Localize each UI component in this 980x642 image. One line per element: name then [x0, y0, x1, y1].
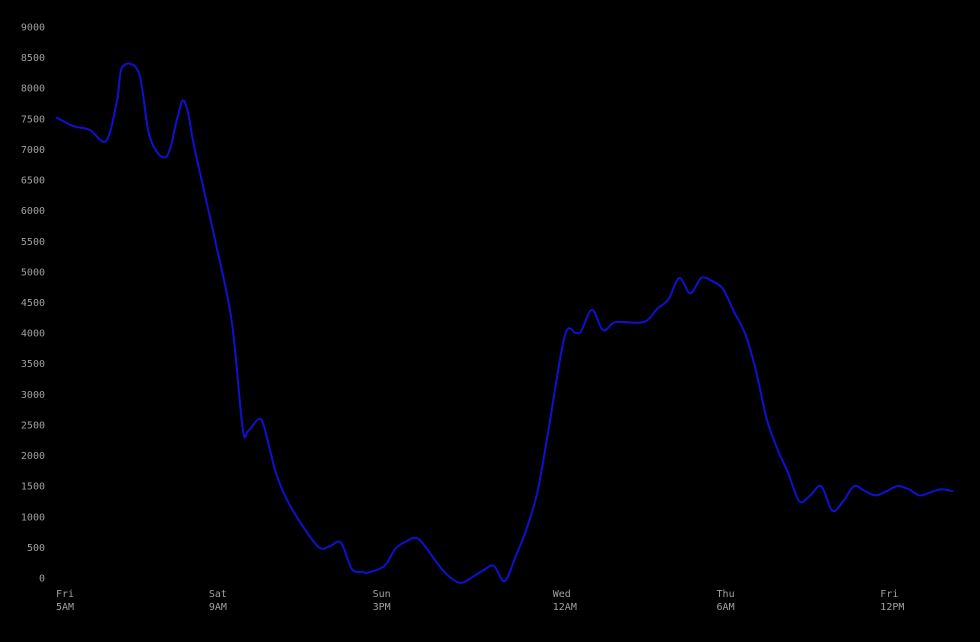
x-tick: Sat 9AM	[209, 589, 227, 613]
y-tick-label: 3500	[21, 359, 45, 370]
y-tick-label: 1500	[21, 482, 45, 493]
x-tick-day-label: Fri	[880, 589, 898, 600]
y-tick-label: 4500	[21, 298, 45, 309]
y-tick-label: 3000	[21, 390, 45, 401]
y-tick-label: 0	[39, 574, 45, 585]
y-tick-label: 5500	[21, 237, 45, 248]
x-tick: Thu 6AM	[717, 589, 735, 613]
y-tick-label: 7500	[21, 114, 45, 125]
x-tick-time-label: 12PM	[880, 602, 904, 613]
x-tick-time-label: 9AM	[209, 602, 227, 613]
x-tick-day-label: Fri	[56, 589, 74, 600]
x-tick: Fri 12PM	[880, 589, 904, 613]
x-tick-time-label: 6AM	[717, 602, 735, 613]
x-tick-time-label: 3PM	[373, 602, 391, 613]
series-line	[56, 62, 954, 584]
y-tick-label: 8000	[21, 84, 45, 95]
y-tick-label: 6000	[21, 206, 45, 217]
x-tick: Fri 5AM	[56, 589, 74, 613]
y-tick-label: 2500	[21, 420, 45, 431]
y-tick-label: 500	[27, 543, 45, 554]
plot-area	[56, 62, 954, 584]
x-tick-time-label: 12AM	[553, 602, 577, 613]
x-tick-day-label: Thu	[717, 589, 735, 600]
x-tick: Sun 3PM	[373, 589, 391, 613]
x-tick: Wed 12AM	[553, 589, 577, 613]
y-tick-label: 2000	[21, 451, 45, 462]
x-axis: Fri 5AM Sat 9AM Sun 3PM Wed 12AM Thu 6AM Fri 12PM	[56, 589, 904, 613]
y-tick-label: 8500	[21, 53, 45, 64]
x-tick-day-label: Sun	[373, 589, 391, 600]
x-tick-time-label: 5AM	[56, 602, 74, 613]
x-tick-day-label: Wed	[553, 589, 571, 600]
y-tick-label: 9000	[21, 23, 45, 34]
x-tick-day-label: Sat	[209, 589, 227, 600]
y-tick-label: 7000	[21, 145, 45, 156]
y-tick-label: 6500	[21, 176, 45, 187]
y-tick-label: 1000	[21, 512, 45, 523]
y-tick-label: 5000	[21, 267, 45, 278]
y-axis: 0 500 1000 1500 2000 2500 3000 3500 4000 4500 5000…	[21, 23, 45, 585]
y-tick-label: 4000	[21, 329, 45, 340]
